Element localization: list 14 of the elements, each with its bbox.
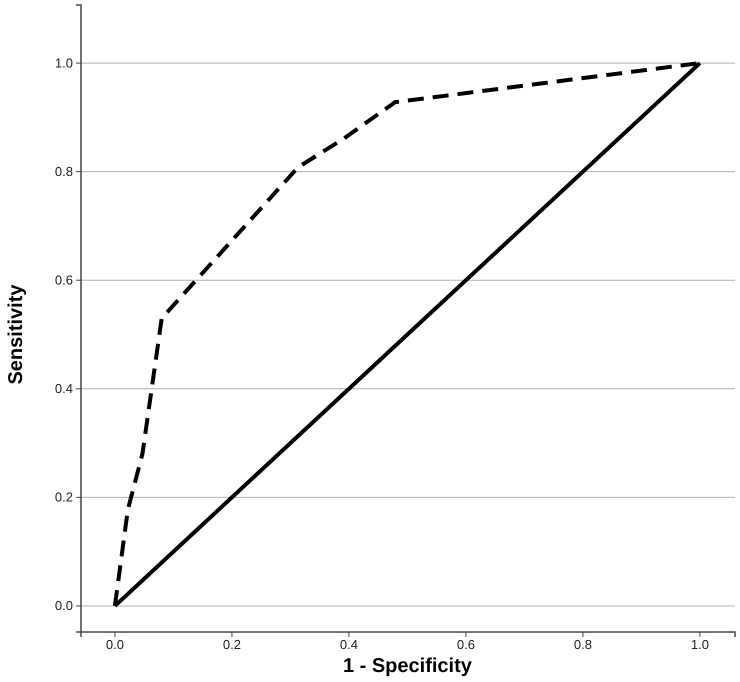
- y-tick-label: 0.8: [54, 164, 73, 179]
- y-axis-title: Sensitivity: [5, 284, 27, 385]
- y-tick-label: 1.0: [54, 55, 73, 70]
- x-tick-label: 0.8: [574, 637, 592, 652]
- x-tick-label: 0.4: [340, 637, 358, 652]
- y-tick-label: 0.4: [54, 380, 73, 396]
- x-tick-label: 0.6: [456, 637, 475, 652]
- x-tick-label: 1.0: [690, 637, 709, 652]
- y-tick-label: 0.6: [54, 272, 73, 288]
- y-tick-label: 0.2: [54, 490, 73, 505]
- x-tick-label: 0.0: [106, 637, 124, 652]
- y-tick-label: 0.0: [54, 598, 73, 614]
- x-tick-label: 0.2: [222, 637, 241, 652]
- x-axis-title: 1 - Specificity: [342, 655, 473, 677]
